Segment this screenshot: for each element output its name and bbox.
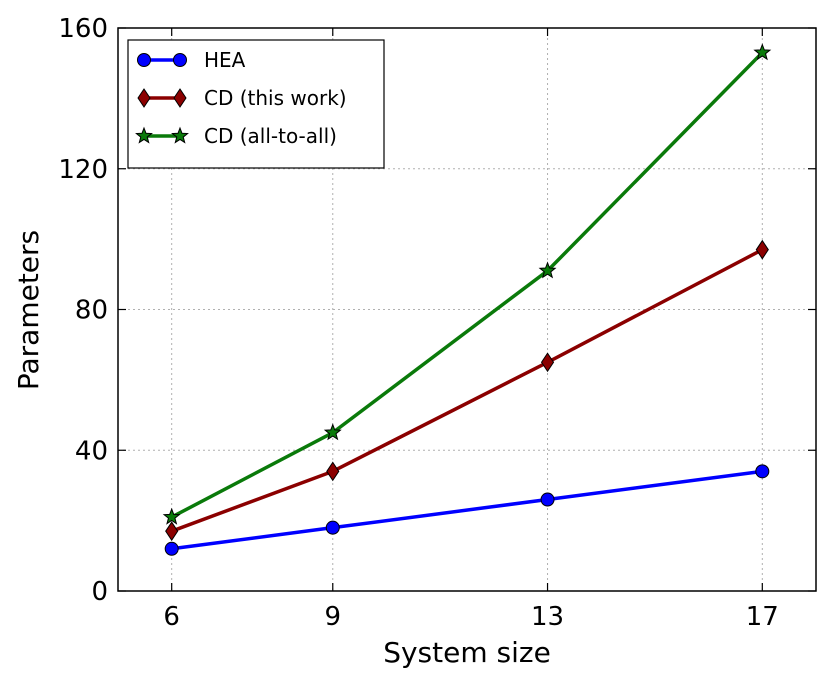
legend-marker (173, 88, 187, 108)
series-line (170, 51, 764, 519)
x-axis-title: System size (383, 636, 551, 669)
legend-item: CD (this work) (137, 86, 347, 110)
data-point (540, 352, 555, 373)
plot-frame (117, 27, 817, 592)
y-tick-label: 160 (58, 14, 108, 44)
data-point (326, 461, 340, 482)
data-point (323, 423, 342, 441)
legend-item: CD (all-to-all) (135, 124, 337, 148)
series-hea (164, 464, 770, 556)
data-point (162, 507, 181, 525)
data-point (325, 520, 340, 535)
data-point (755, 239, 769, 260)
y-tick-label: 80 (75, 296, 108, 326)
data-point (755, 464, 770, 479)
legend-marker (173, 53, 187, 67)
legend-item: HEA (137, 48, 246, 72)
x-tick-label: 6 (163, 602, 180, 632)
series-line (171, 469, 763, 551)
series-cd-all-to-all (162, 43, 772, 525)
legend: HEA CD (this work) CD (all-to-all) (127, 39, 385, 169)
axis-ticks: 6 9 13 17 0 40 80 120 160 (58, 14, 816, 632)
data-point (164, 541, 179, 556)
y-axis-title: Parameters (12, 230, 45, 390)
y-tick-label: 0 (91, 577, 108, 607)
data-point (165, 521, 179, 542)
legend-label: CD (this work) (204, 86, 347, 110)
series-line (171, 248, 764, 533)
data-point (540, 492, 555, 507)
legend-marker (135, 126, 153, 144)
legend-label: HEA (204, 48, 246, 72)
y-tick-label: 40 (75, 436, 108, 466)
legend-label: CD (all-to-all) (204, 124, 337, 148)
legend-marker (137, 53, 151, 67)
series-cd-this-work (165, 239, 769, 542)
data-point (538, 261, 557, 279)
legend-marker (137, 88, 151, 108)
x-tick-label: 9 (324, 602, 341, 632)
y-tick-label: 120 (58, 155, 108, 185)
x-tick-label: 13 (531, 602, 564, 632)
x-tick-label: 17 (746, 602, 779, 632)
legend-marker (171, 126, 189, 144)
series-group (162, 43, 772, 556)
data-point (753, 43, 772, 61)
